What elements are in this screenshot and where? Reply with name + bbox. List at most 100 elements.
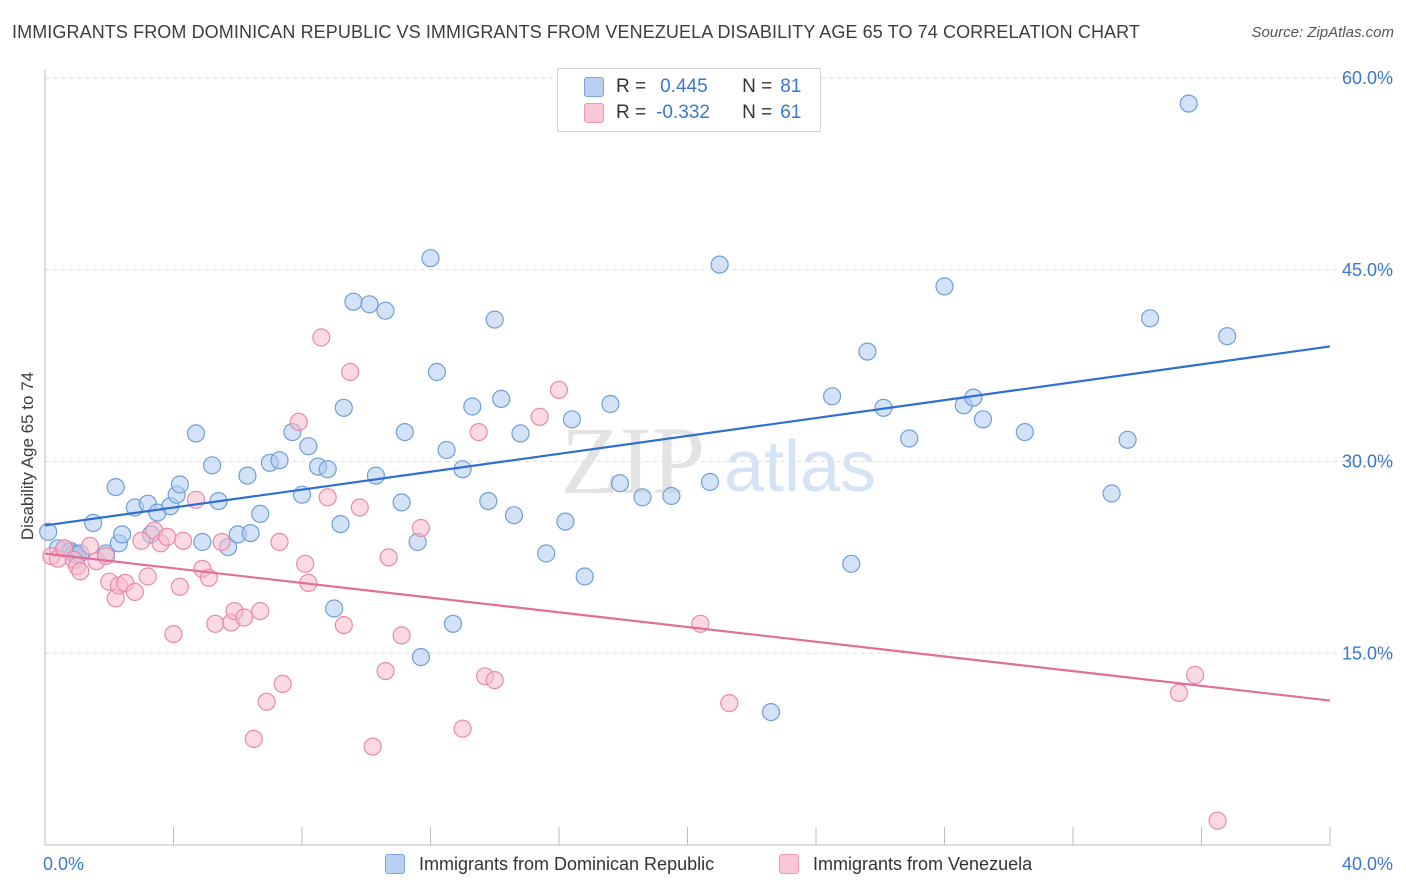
- y-tick-label: 60.0%: [1342, 68, 1393, 88]
- r-value: -0.332: [656, 102, 710, 123]
- trend-lines: [44, 345, 1331, 702]
- n-label: N =: [742, 102, 773, 123]
- axes: [44, 70, 1331, 846]
- point-dominican: [411, 647, 430, 667]
- points: [39, 94, 1237, 830]
- point-dominican: [238, 466, 257, 485]
- point-dominican: [633, 488, 652, 507]
- point-venezuela: [312, 328, 331, 347]
- pink-swatch: [779, 854, 799, 874]
- point-dominican: [900, 429, 919, 448]
- point-dominican: [935, 277, 954, 296]
- point-dominican: [360, 295, 379, 314]
- point-venezuela: [485, 670, 504, 690]
- point-dominican: [858, 342, 877, 361]
- point-venezuela: [273, 674, 292, 694]
- point-dominican: [366, 466, 385, 485]
- point-dominican: [344, 292, 363, 311]
- n-label: N =: [742, 76, 773, 97]
- point-venezuela: [376, 661, 395, 681]
- point-dominican: [241, 523, 260, 543]
- legend-row-venezuela: R = -0.332 N = 61: [584, 101, 801, 125]
- point-dominican: [112, 525, 132, 544]
- point-dominican: [443, 614, 463, 633]
- chart-source: Source: ZipAtlas.com: [1251, 24, 1394, 41]
- point-venezuela: [549, 380, 569, 399]
- watermark-zip: ZIP: [561, 407, 705, 514]
- point-dominican: [710, 255, 729, 274]
- point-venezuela: [289, 412, 308, 431]
- point-dominican: [437, 440, 456, 460]
- point-dominican: [318, 460, 337, 479]
- point-dominican: [421, 249, 440, 268]
- point-dominican: [39, 522, 58, 541]
- point-venezuela: [379, 548, 398, 567]
- point-dominican: [485, 310, 504, 329]
- point-dominican: [479, 492, 498, 511]
- point-venezuela: [170, 577, 189, 596]
- point-venezuela: [530, 407, 549, 426]
- point-dominican: [492, 389, 511, 408]
- series-name: Immigrants from Venezuela: [813, 853, 1033, 874]
- point-venezuela: [296, 554, 315, 573]
- series-name: Immigrants from Dominican Republic: [419, 853, 715, 874]
- point-dominican: [1218, 327, 1237, 346]
- point-dominican: [575, 567, 594, 586]
- y-tick-label: 30.0%: [1342, 452, 1393, 472]
- x-tick-label: 0.0%: [43, 854, 84, 874]
- stats-legend: R = 0.445 N = 81 R = -0.332 N = 61: [557, 68, 821, 132]
- point-venezuela: [363, 737, 382, 756]
- point-venezuela: [350, 498, 369, 517]
- point-venezuela: [132, 531, 151, 550]
- point-dominican: [537, 544, 556, 563]
- point-dominican: [822, 387, 842, 406]
- point-dominican: [427, 362, 446, 382]
- point-dominican: [331, 514, 350, 534]
- point-venezuela: [71, 562, 90, 581]
- point-dominican: [299, 437, 318, 456]
- point-venezuela: [469, 423, 488, 442]
- point-dominican: [325, 599, 344, 618]
- point-dominican: [1015, 423, 1034, 442]
- point-dominican: [700, 472, 720, 492]
- point-dominican: [562, 410, 582, 429]
- point-venezuela: [334, 615, 353, 635]
- point-dominican: [1118, 430, 1137, 449]
- watermark: ZIP atlas: [561, 407, 876, 514]
- point-venezuela: [392, 626, 411, 645]
- point-dominican: [511, 424, 530, 443]
- point-dominican: [203, 456, 222, 475]
- point-venezuela: [270, 532, 289, 552]
- point-venezuela: [251, 601, 270, 621]
- point-venezuela: [158, 527, 177, 547]
- blue-swatch: [385, 854, 405, 874]
- point-dominican: [453, 460, 472, 479]
- point-dominican: [610, 474, 630, 493]
- point-dominican: [556, 512, 575, 531]
- point-venezuela: [1185, 665, 1205, 685]
- point-venezuela: [174, 531, 193, 550]
- x-tick-label: 40.0%: [1342, 854, 1393, 874]
- bottom-legend-venezuela: Immigrants from Venezuela: [779, 851, 1032, 877]
- bottom-legend-dominican: Immigrants from Dominican Republic: [385, 851, 714, 877]
- point-dominican: [193, 532, 212, 552]
- trend-line-venezuela: [44, 552, 1331, 702]
- blue-swatch: [584, 77, 604, 97]
- point-venezuela: [244, 729, 263, 749]
- point-venezuela: [453, 719, 472, 738]
- point-dominican: [270, 451, 289, 470]
- watermark-atlas: atlas: [724, 427, 876, 507]
- point-dominican: [106, 478, 125, 497]
- point-venezuela: [80, 536, 100, 556]
- point-venezuela: [164, 624, 183, 644]
- y-tick-label: 45.0%: [1342, 260, 1393, 280]
- y-axis-label: Disability Age 65 to 74: [18, 372, 37, 540]
- chart-title: IMMIGRANTS FROM DOMINICAN REPUBLIC VS IM…: [12, 22, 1141, 42]
- trend-line-dominican: [44, 345, 1331, 527]
- r-value: 0.445: [660, 76, 708, 97]
- n-value: 61: [780, 102, 802, 123]
- point-dominican: [601, 394, 620, 414]
- y-tick-label: 15.0%: [1342, 643, 1393, 663]
- point-venezuela: [212, 532, 231, 552]
